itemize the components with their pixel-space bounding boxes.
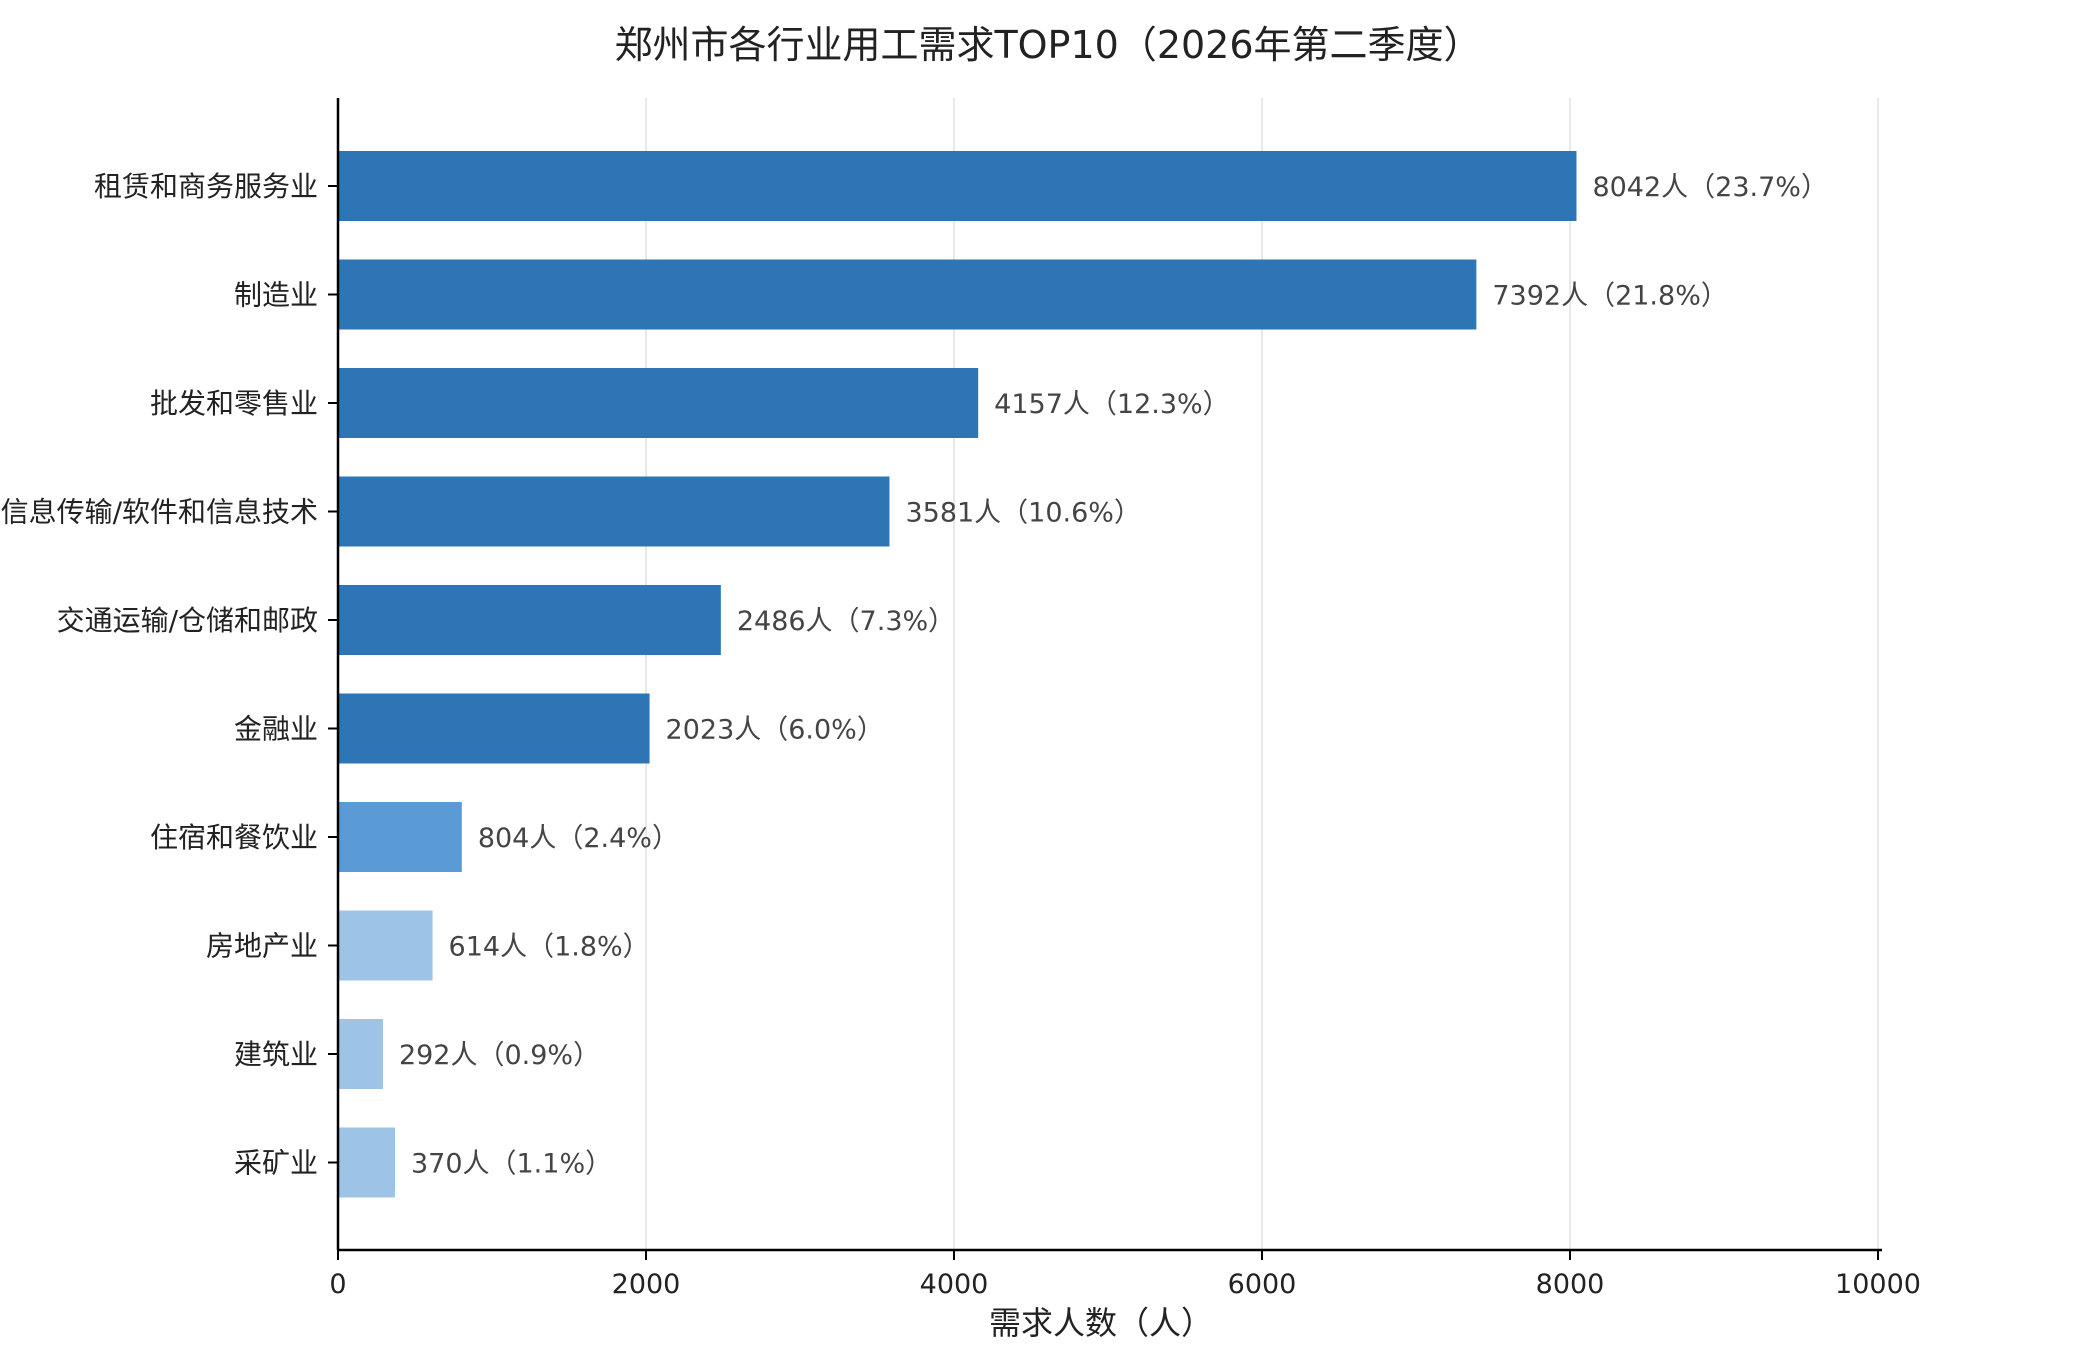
bar — [338, 1127, 395, 1198]
data-label: 614人（1.8%） — [449, 932, 650, 963]
x-tick-label: 8000 — [1536, 1269, 1605, 1300]
data-label: 370人（1.1%） — [411, 1149, 612, 1180]
bar — [338, 1019, 383, 1089]
x-tick-label: 4000 — [920, 1269, 989, 1300]
data-label: 4157人（12.3%） — [994, 389, 1230, 420]
x-tick-label: 2000 — [612, 1269, 681, 1300]
x-axis-title: 需求人数（人） — [989, 1304, 1213, 1342]
data-label: 804人（2.4%） — [478, 823, 679, 854]
category-label: 采矿业 — [234, 1147, 318, 1180]
data-label: 2023人（6.0%） — [666, 715, 884, 746]
category-label: 金融业 — [234, 713, 318, 746]
bar — [338, 802, 462, 872]
chart-title: 郑州市各行业用工需求TOP10（2026年第二季度） — [614, 23, 1482, 67]
category-label: 交通运输/仓储和邮政 — [57, 604, 318, 637]
data-label: 8042人（23.7%） — [1592, 172, 1828, 203]
bar — [338, 368, 979, 438]
data-labels: 租赁和商务服务业 8042人（23.7%） 制造业 7392人（21.8%） 批发和零售… — [1, 170, 1828, 1180]
bar — [338, 585, 721, 655]
bars — [338, 151, 1577, 1198]
bar — [338, 693, 650, 764]
bar — [338, 151, 1577, 221]
category-label: 信息传输/软件和信息技术 — [1, 496, 318, 529]
x-tick-label: 0 — [329, 1269, 346, 1300]
category-label: 建筑业 — [234, 1038, 318, 1071]
axes: 0 2000 4000 6000 8000 10000 — [328, 98, 1921, 1300]
category-label: 批发和零售业 — [150, 387, 318, 420]
bar — [338, 476, 890, 547]
data-label: 292人（0.9%） — [399, 1040, 600, 1071]
bar — [338, 259, 1477, 330]
data-label: 7392人（21.8%） — [1492, 281, 1728, 312]
x-tick-label: 6000 — [1228, 1269, 1297, 1300]
data-label: 2486人（7.3%） — [737, 606, 955, 637]
x-tick-label: 10000 — [1835, 1269, 1921, 1300]
category-label: 租赁和商务服务业 — [94, 170, 318, 203]
category-label: 房地产业 — [206, 930, 318, 963]
category-label: 住宿和餐饮业 — [150, 821, 318, 854]
category-label: 制造业 — [234, 279, 318, 312]
data-label: 3581人（10.6%） — [905, 498, 1141, 529]
bar — [338, 910, 433, 981]
